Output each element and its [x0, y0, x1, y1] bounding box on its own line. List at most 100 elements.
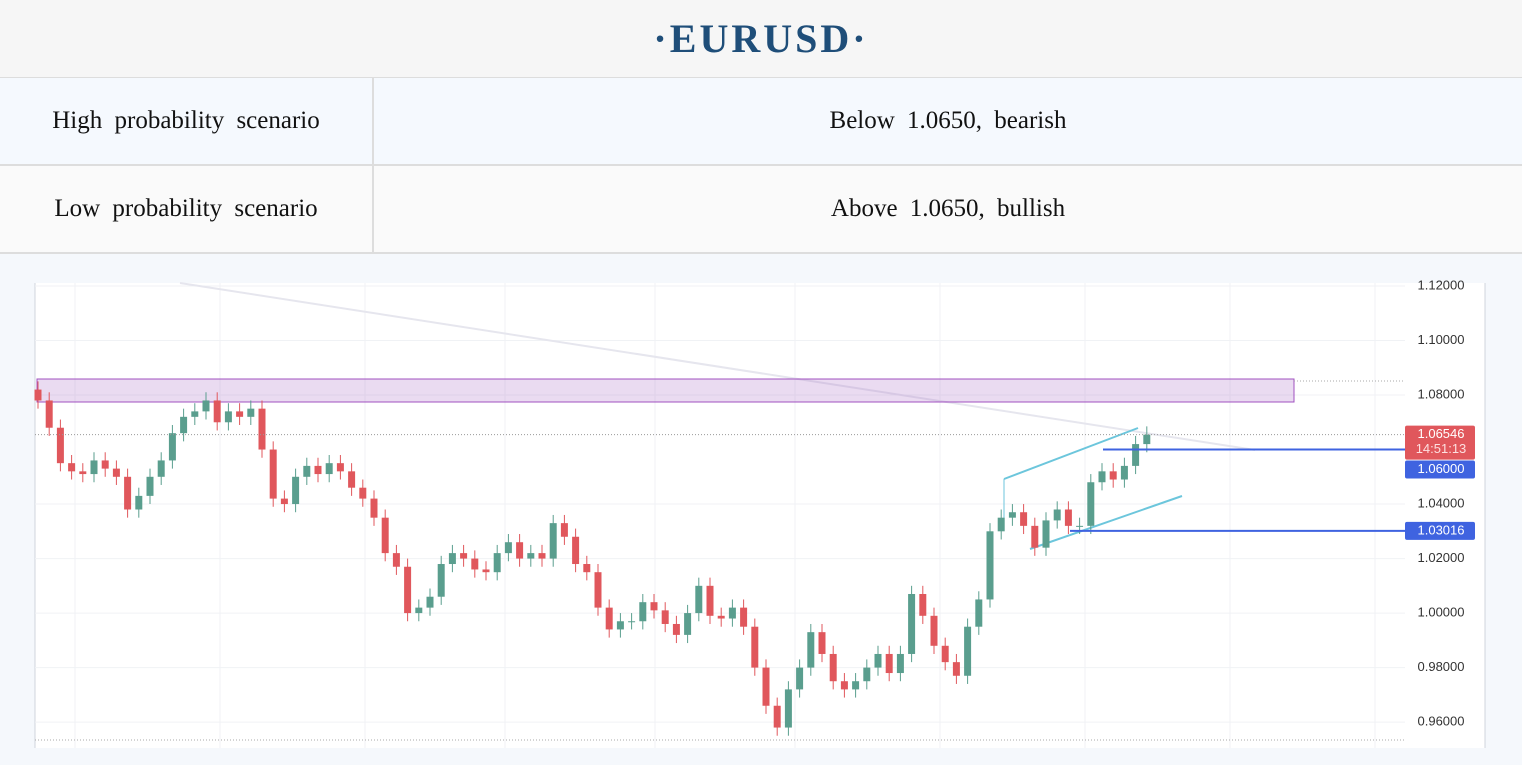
candle-body: [717, 615, 725, 619]
candle-body: [1132, 444, 1140, 466]
candle-body: [796, 667, 804, 690]
row: High probability scenario Below 1.0650, b…: [0, 78, 1522, 166]
candle-body: [885, 653, 893, 674]
candle-body: [303, 465, 311, 477]
candle-body: [146, 476, 154, 496]
candle-body: [415, 607, 423, 614]
channel-bottom: [1029, 495, 1183, 550]
candle-body: [740, 607, 748, 627]
candle-body: [941, 645, 949, 663]
candle-body: [605, 607, 613, 630]
candle-body: [460, 553, 468, 559]
candle-body: [818, 632, 826, 654]
candle-body: [471, 558, 479, 570]
last-price-box: [1405, 425, 1475, 460]
candle-body: [236, 411, 244, 417]
candle-body: [516, 542, 524, 559]
candle-body: [314, 465, 322, 475]
level-box: [1405, 460, 1475, 479]
candle-body: [997, 517, 1005, 532]
candle-body: [986, 531, 994, 600]
cell: Low probability scenario: [0, 165, 374, 254]
candle-body: [1109, 471, 1117, 480]
candle-body: [852, 681, 860, 690]
candle-body: [1020, 512, 1028, 526]
candle-body: [1008, 512, 1016, 518]
cell: Below 1.0650, bearish: [373, 78, 1522, 166]
candle-body: [426, 596, 434, 608]
candle-body: [224, 411, 232, 423]
candle-body: [930, 615, 938, 646]
trend-line: [179, 282, 1256, 451]
candle-body: [68, 463, 76, 472]
candle-body: [135, 495, 143, 510]
candle-body: [348, 471, 356, 488]
candle-body: [650, 602, 658, 611]
level-label: 1.06000: [1418, 461, 1465, 476]
candle-body: [168, 433, 176, 461]
candle-body: [482, 569, 490, 573]
scenario-table: High probability scenario Below 1.0650, b…: [0, 78, 1522, 254]
y-tick-label: 0.96000: [1418, 714, 1465, 729]
candle-body: [1031, 525, 1039, 548]
candle-body: [919, 593, 927, 616]
candle-body: [672, 623, 680, 635]
candle-body: [896, 653, 904, 674]
time-grid: [74, 283, 1376, 748]
candle-body: [762, 667, 770, 706]
candle-body: [101, 460, 109, 469]
candle-body: [1053, 509, 1061, 521]
level-label: 1.03016: [1418, 522, 1465, 537]
candle-body: [863, 667, 871, 682]
candle-body: [56, 427, 64, 464]
resistance-zone: [36, 378, 1295, 403]
chart: 0.96000 0.98000 1.00000 1.02000 1.04000 1.080…: [34, 277, 1486, 748]
candle-body: [191, 411, 199, 417]
channel-top: [1003, 427, 1139, 480]
candle-body: [773, 705, 781, 728]
candle-body: [79, 471, 87, 475]
y-tick-label: 0.98000: [1418, 659, 1465, 674]
candle-body: [336, 463, 344, 472]
candle-body: [807, 632, 815, 668]
candle-body: [258, 408, 266, 450]
y-tick-label: 1.10000: [1418, 332, 1465, 347]
row: Low probability scenario Above 1.0650, bu…: [0, 165, 1522, 254]
candle-body: [840, 681, 848, 690]
candle-body: [628, 621, 636, 623]
candle-body: [784, 689, 792, 728]
candle-body: [269, 449, 277, 499]
candle-body: [247, 408, 255, 417]
candle-body: [695, 585, 703, 614]
candle-body: [1143, 434, 1151, 445]
candle-body: [594, 572, 602, 608]
candle-body: [392, 553, 400, 567]
level-box: [1405, 521, 1475, 540]
y-tick-label: 1.08000: [1418, 386, 1465, 401]
countdown: 14:51:13: [1416, 441, 1467, 456]
candle-body: [325, 463, 333, 475]
candle-body: [684, 613, 692, 635]
candle-body: [1087, 482, 1095, 526]
cell: High probability scenario: [0, 78, 374, 166]
candle-body: [45, 400, 53, 428]
y-tick-label: 1.02000: [1418, 550, 1465, 565]
candle-body: [1042, 520, 1050, 548]
candle-body: [661, 610, 669, 624]
candle-body: [527, 553, 535, 559]
candle-body: [493, 553, 501, 573]
candle-body: [549, 523, 557, 559]
candle-body: [572, 536, 580, 565]
y-tick-label: 1.00000: [1418, 605, 1465, 620]
candle-body: [292, 476, 300, 505]
chart-panel: [35, 283, 1485, 748]
candle-body: [538, 553, 546, 559]
y-tick-label: 1.04000: [1418, 495, 1465, 510]
candle-body: [874, 653, 882, 668]
candle-body: [280, 498, 288, 505]
candle-body: [1120, 465, 1128, 480]
candle-body: [964, 626, 972, 676]
candle-body: [639, 602, 647, 622]
cell: Above 1.0650, bullish: [373, 165, 1522, 254]
candle-body: [202, 400, 210, 412]
